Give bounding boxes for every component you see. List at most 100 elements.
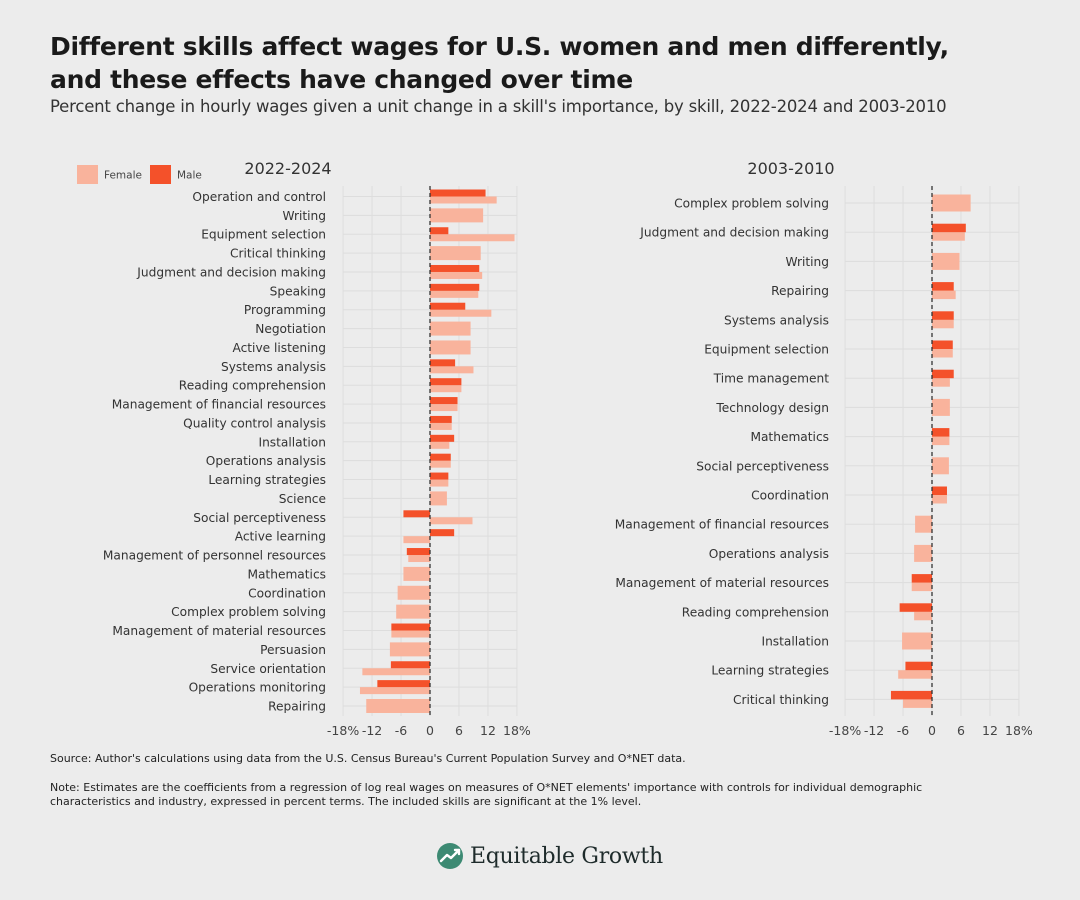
x-tick-label-2: -6 (395, 723, 408, 738)
category-label: Mathematics (247, 567, 326, 581)
chart-panel-right: 2003-2010 Complex problem solving Judgment… (615, 159, 1033, 738)
category-label: Coordination (248, 586, 326, 600)
bar-female-10 (932, 495, 947, 504)
category-label: Negotiation (255, 322, 326, 336)
bar-female-1 (430, 208, 484, 223)
category-label: Learning strategies (208, 473, 326, 487)
bar-female-10 (430, 385, 462, 393)
x-tick-label-0: -18% (829, 723, 861, 738)
bar-female-17 (430, 517, 473, 525)
bar-female-7 (932, 398, 950, 416)
bar-female-24 (389, 642, 430, 657)
category-label: Complex problem solving (674, 197, 829, 211)
category-label: Repairing (771, 284, 829, 298)
category-label: Social perceptiveness (696, 459, 829, 473)
category-label: Judgment and decision making (136, 265, 326, 279)
bar-female-5 (430, 290, 479, 298)
bar-female-14 (430, 460, 451, 468)
category-label: Reading comprehension (179, 379, 326, 393)
category-label: Speaking (270, 284, 326, 298)
brand-logo: Equitable Growth (436, 838, 663, 874)
category-label: Writing (785, 255, 829, 269)
bar-female-11 (915, 515, 932, 533)
bar-male-2 (430, 227, 449, 235)
bar-male-5 (932, 340, 953, 349)
panel-title: 2022-2024 (244, 159, 331, 178)
bar-female-18 (403, 536, 430, 544)
bar-male-4 (932, 311, 954, 320)
bar-female-15 (430, 479, 449, 487)
bar-female-15 (902, 632, 932, 650)
bar-female-16 (430, 491, 447, 506)
category-label: Judgment and decision making (639, 226, 829, 240)
bar-male-11 (430, 397, 458, 405)
bar-female-13 (911, 582, 932, 592)
brand-name: Equitable Growth (470, 843, 663, 869)
bar-female-13 (430, 441, 450, 449)
bar-female-16 (898, 670, 932, 679)
bar-female-20 (403, 566, 430, 581)
bar-female-0 (430, 196, 497, 204)
category-label: Equipment selection (704, 343, 829, 357)
x-tick-label-3: 0 (928, 723, 936, 738)
bar-male-26 (377, 680, 430, 688)
bar-female-6 (932, 378, 950, 387)
bar-female-12 (914, 544, 932, 562)
bar-male-19 (406, 548, 430, 556)
bar-male-6 (430, 302, 466, 310)
category-label: Social perceptiveness (193, 511, 326, 525)
bar-female-2 (932, 252, 960, 270)
bar-female-5 (932, 349, 953, 358)
bar-female-25 (362, 668, 430, 676)
bar-female-1 (932, 232, 965, 241)
bar-female-3 (430, 246, 481, 261)
category-label: Equipment selection (201, 228, 326, 242)
category-label: Technology design (715, 401, 829, 415)
bar-female-14 (914, 611, 932, 621)
bar-female-27 (366, 698, 430, 713)
category-label: Writing (282, 209, 326, 223)
bar-male-10 (430, 378, 462, 386)
bar-male-15 (430, 472, 449, 480)
bar-female-11 (430, 404, 458, 412)
panel-title: 2003-2010 (747, 159, 834, 178)
bar-female-9 (430, 366, 474, 374)
category-label: Operations analysis (206, 454, 326, 468)
category-label: Management of personnel resources (103, 549, 326, 563)
chart-title-line-2: and these effects have changed over time (50, 65, 633, 94)
bar-female-2 (430, 234, 515, 242)
category-label: Mathematics (750, 430, 829, 444)
category-label: Systems analysis (221, 360, 326, 374)
category-label: Installation (258, 435, 326, 449)
legend-label-female: Female (104, 170, 142, 182)
x-tick-label-0: -18% (327, 723, 359, 738)
category-label: Quality control analysis (183, 416, 326, 430)
bar-male-14 (430, 453, 451, 461)
methodology-note: Note: Estimates are the coefficients fro… (50, 781, 923, 808)
category-label: Learning strategies (711, 664, 829, 678)
bar-male-18 (430, 529, 455, 537)
bar-female-8 (932, 436, 950, 446)
bar-female-8 (430, 340, 471, 355)
legend-swatch-female (77, 165, 98, 184)
x-tick-label-4: 6 (455, 723, 463, 738)
chart-subtitle: Percent change in hourly wages given a u… (50, 97, 947, 116)
category-label: Reading comprehension (682, 605, 829, 619)
category-label: Management of material resources (112, 624, 326, 638)
bar-male-0 (430, 189, 486, 197)
x-tick-label-2: -6 (897, 723, 910, 738)
bar-female-21 (397, 585, 430, 600)
bar-male-5 (430, 283, 480, 291)
category-label: Systems analysis (724, 313, 829, 327)
bar-female-26 (359, 687, 430, 695)
category-label: Programming (244, 303, 326, 317)
legend-label-male: Male (177, 170, 202, 182)
bar-female-17 (903, 699, 932, 708)
bar-male-13 (911, 574, 932, 583)
x-tick-label-3: 0 (426, 723, 434, 738)
bar-female-7 (430, 321, 471, 336)
category-label: Operation and control (192, 190, 326, 204)
category-label: Critical thinking (733, 693, 829, 707)
category-label: Management of financial resources (615, 518, 829, 532)
